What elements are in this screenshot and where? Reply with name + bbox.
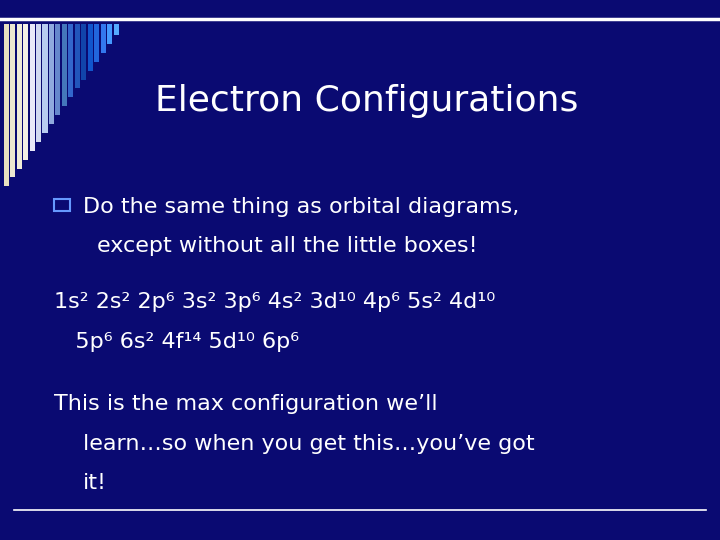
Bar [94, 24, 99, 62]
Text: This is the max configuration we’ll: This is the max configuration we’ll [54, 394, 438, 414]
Bar [42, 24, 48, 133]
Bar [81, 24, 86, 79]
Bar [62, 24, 67, 106]
Bar [17, 24, 22, 168]
Bar [55, 24, 60, 115]
Bar [10, 24, 15, 178]
Bar [88, 24, 93, 71]
Bar [23, 24, 28, 160]
Bar [68, 24, 73, 97]
Text: Electron Configurations: Electron Configurations [155, 84, 578, 118]
Bar [30, 24, 35, 151]
Bar [54, 199, 70, 211]
Bar [101, 24, 106, 53]
Bar [75, 24, 80, 89]
Bar [49, 24, 54, 124]
Text: it!: it! [83, 473, 107, 493]
Text: 1s² 2s² 2p⁶ 3s² 3p⁶ 4s² 3d¹⁰ 4p⁶ 5s² 4d¹⁰: 1s² 2s² 2p⁶ 3s² 3p⁶ 4s² 3d¹⁰ 4p⁶ 5s² 4d¹… [54, 292, 495, 312]
Text: except without all the little boxes!: except without all the little boxes! [97, 236, 478, 256]
Bar [107, 24, 112, 44]
Bar [4, 24, 9, 186]
Text: learn…so when you get this…you’ve got: learn…so when you get this…you’ve got [83, 434, 534, 454]
Bar [36, 24, 41, 142]
Text: 5p⁶ 6s² 4f¹⁴ 5d¹⁰ 6p⁶: 5p⁶ 6s² 4f¹⁴ 5d¹⁰ 6p⁶ [54, 332, 299, 352]
Text: Do the same thing as orbital diagrams,: Do the same thing as orbital diagrams, [83, 197, 519, 217]
Bar [114, 24, 119, 35]
